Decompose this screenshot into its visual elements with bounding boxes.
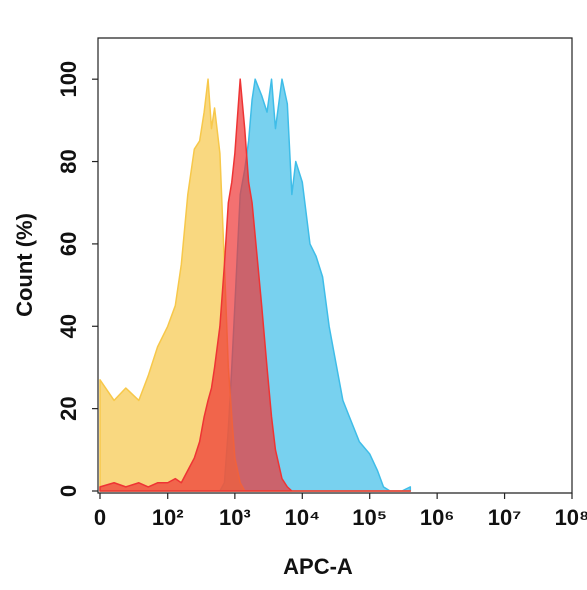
histogram-area (99, 78, 412, 492)
y-tick-label: 40 (56, 314, 81, 338)
y-tick-label: 80 (56, 149, 81, 173)
x-tick-label: 10⁸ (555, 505, 587, 530)
x-tick-label: 10⁴ (285, 505, 320, 530)
x-tick-label: 10³ (219, 505, 251, 530)
y-tick-label: 60 (56, 232, 81, 256)
x-tick-label: 0 (94, 505, 106, 530)
x-tick-label: 10⁵ (352, 505, 387, 530)
y-tick-label: 0 (56, 485, 81, 497)
y-tick-label: 100 (56, 61, 81, 98)
y-tick-label: 20 (56, 396, 81, 420)
x-tick-label: 10⁷ (488, 505, 522, 530)
x-tick-label: 10² (152, 505, 184, 530)
y-axis-label: Count (%) (12, 213, 37, 317)
x-axis-label: APC-A (283, 554, 353, 579)
x-tick-label: 10⁶ (420, 505, 455, 530)
